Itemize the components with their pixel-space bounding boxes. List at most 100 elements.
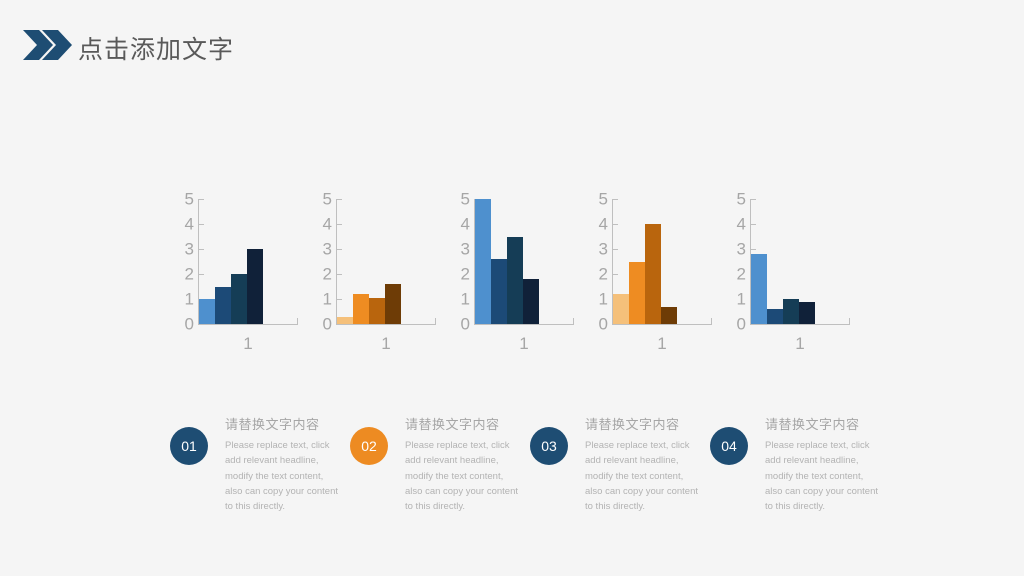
y-axis-tick <box>612 274 618 275</box>
plot-area <box>337 199 437 324</box>
x-tick-label: 1 <box>795 334 805 353</box>
x-tick-label: 1 <box>519 334 529 353</box>
y-tick-label: 4 <box>736 214 746 234</box>
block-text: 请替换文字内容 Please replace text, click add re… <box>225 417 343 515</box>
bar <box>751 254 767 324</box>
x-tick-label: 1 <box>381 334 391 353</box>
y-tick-label: 3 <box>598 239 608 259</box>
y-tick-label: 5 <box>322 189 332 209</box>
block-text: 请替换文字内容 Please replace text, click add re… <box>765 417 883 515</box>
bar-group <box>337 199 401 324</box>
y-axis-line <box>336 199 337 324</box>
y-tick-label: 1 <box>184 289 194 309</box>
y-tick-label: 2 <box>736 264 746 284</box>
x-axis-line <box>198 324 298 325</box>
bar <box>475 199 491 324</box>
y-axis-line <box>198 199 199 324</box>
y-axis-tick <box>750 249 756 250</box>
x-axis-end-tick <box>435 318 436 325</box>
slide-header: 点击添加文字 <box>0 0 1024 92</box>
y-tick-label: 0 <box>184 314 194 334</box>
text-block-strip: 01 请替换文字内容 Please replace text, click add … <box>165 405 905 520</box>
block-heading: 请替换文字内容 <box>225 417 320 432</box>
bar-chart-2: 0 1 2 3 4 5 1 <box>316 191 454 366</box>
text-block-03: 03 请替换文字内容 Please replace text, click add … <box>525 405 705 520</box>
bar <box>783 299 799 324</box>
bar <box>231 274 247 324</box>
y-axis-tick <box>612 224 618 225</box>
y-axis-tick <box>336 224 342 225</box>
y-tick-label: 0 <box>736 314 746 334</box>
y-tick-label: 1 <box>322 289 332 309</box>
bar-chart-1: 0 1 2 3 4 5 1 <box>178 191 316 366</box>
y-axis-tick <box>750 199 756 200</box>
text-block-04: 04 请替换文字内容 Please replace text, click add … <box>705 405 885 520</box>
bar <box>215 286 231 324</box>
y-tick-label: 2 <box>184 264 194 284</box>
y-tick-label: 1 <box>736 289 746 309</box>
y-tick-label: 5 <box>184 189 194 209</box>
block-body: Please replace text, click add relevant … <box>225 439 339 513</box>
y-tick-label: 4 <box>184 214 194 234</box>
x-axis-line <box>336 324 436 325</box>
bar <box>661 306 677 324</box>
x-axis-line <box>750 324 850 325</box>
block-body: Please replace text, click add relevant … <box>765 439 879 513</box>
plot-area <box>613 199 713 324</box>
y-axis-tick <box>612 199 618 200</box>
number-badge: 01 <box>170 427 208 465</box>
block-text: 请替换文字内容 Please replace text, click add re… <box>405 417 523 515</box>
y-tick-label: 2 <box>598 264 608 284</box>
y-axis-labels: 0 1 2 3 4 5 <box>592 191 608 333</box>
bar <box>199 299 215 324</box>
y-axis-tick <box>336 249 342 250</box>
y-tick-label: 5 <box>460 189 470 209</box>
y-tick-label: 5 <box>736 189 746 209</box>
block-body: Please replace text, click add relevant … <box>405 439 519 513</box>
y-tick-label: 4 <box>322 214 332 234</box>
x-axis-end-tick <box>573 318 574 325</box>
block-text: 请替换文字内容 Please replace text, click add re… <box>585 417 703 515</box>
y-axis-tick <box>336 274 342 275</box>
y-axis-tick <box>198 224 204 225</box>
bar <box>767 309 783 324</box>
chart-strip: 0 1 2 3 4 5 1 0 1 2 3 4 5 1 0 1 2 3 4 5 1 0 1 2 3 4 5 1 0 1 2 3 4 5 1 <box>178 191 868 366</box>
y-axis-labels: 0 1 2 3 4 5 <box>316 191 332 333</box>
text-block-02: 02 请替换文字内容 Please replace text, click add … <box>345 405 525 520</box>
double-chevron-right-icon <box>22 28 72 62</box>
y-tick-label: 4 <box>598 214 608 234</box>
y-tick-label: 3 <box>322 239 332 259</box>
block-heading: 请替换文字内容 <box>765 417 860 432</box>
bar <box>645 224 661 324</box>
x-axis-end-tick <box>711 318 712 325</box>
bar-group <box>475 199 539 324</box>
number-badge: 04 <box>710 427 748 465</box>
y-axis-tick <box>198 199 204 200</box>
x-axis-end-tick <box>849 318 850 325</box>
x-axis-line <box>612 324 712 325</box>
number-badge: 02 <box>350 427 388 465</box>
bar-group <box>613 199 677 324</box>
y-tick-label: 2 <box>322 264 332 284</box>
x-axis-line <box>474 324 574 325</box>
y-axis-tick <box>750 224 756 225</box>
y-axis-line <box>612 199 613 324</box>
y-axis-labels: 0 1 2 3 4 5 <box>178 191 194 333</box>
plot-area <box>475 199 575 324</box>
bar-group <box>751 199 815 324</box>
y-axis-line <box>474 199 475 324</box>
y-tick-label: 2 <box>460 264 470 284</box>
bar <box>799 301 815 324</box>
y-tick-label: 0 <box>322 314 332 334</box>
y-axis-tick <box>336 299 342 300</box>
page-title: 点击添加文字 <box>78 36 235 64</box>
bar <box>523 279 539 324</box>
plot-area <box>199 199 299 324</box>
number-badge: 03 <box>530 427 568 465</box>
bar <box>385 284 401 324</box>
bar-chart-3: 0 1 2 3 4 5 1 <box>454 191 592 366</box>
bar <box>247 249 263 324</box>
y-tick-label: 3 <box>460 239 470 259</box>
y-axis-labels: 0 1 2 3 4 5 <box>454 191 470 333</box>
